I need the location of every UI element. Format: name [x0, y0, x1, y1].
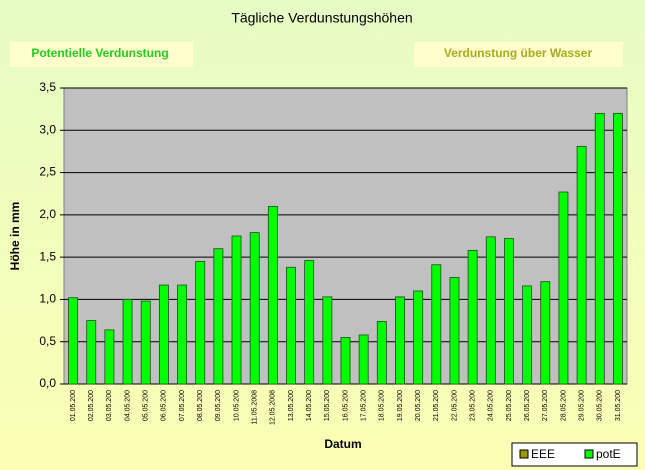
bar — [413, 290, 424, 385]
x-tick-label: 24.05.200 — [488, 390, 495, 421]
bar — [576, 145, 587, 385]
x-tick-label: 29.05.200 — [578, 390, 585, 421]
legend-swatch — [584, 449, 594, 459]
y-tick-label: 2,0 — [39, 207, 56, 221]
bar — [158, 284, 169, 385]
bar — [177, 284, 187, 385]
bar — [104, 329, 115, 385]
bar — [86, 320, 97, 385]
y-tick-label: 0,5 — [39, 334, 56, 348]
x-tick-label: 17.05.200 — [361, 390, 368, 421]
bar — [485, 236, 496, 385]
bar — [376, 321, 387, 385]
bar — [431, 264, 442, 385]
x-tick-label: 23.05.200 — [469, 390, 476, 421]
x-tick-label: 25.05.200 — [506, 390, 513, 421]
x-tick-label: 30.05.200 — [597, 390, 604, 421]
x-tick-label: 27.05.200 — [542, 390, 549, 421]
x-tick-label: 19.05.200 — [397, 390, 404, 421]
legend-swatch — [519, 449, 529, 459]
x-tick-label: 28.05.200 — [560, 390, 567, 421]
bar — [304, 260, 315, 385]
y-tick-label: 2,5 — [39, 165, 56, 179]
y-tick-label: 3,5 — [39, 80, 56, 94]
plot-area — [63, 87, 628, 385]
x-tick-label: 31.05.200 — [615, 390, 622, 421]
legend — [511, 442, 638, 467]
x-tick-label: 15.05.200 — [324, 390, 331, 421]
x-tick-label: 22.05.200 — [451, 390, 458, 421]
x-tick-label: 14.05.200 — [306, 390, 313, 421]
bar — [449, 277, 460, 385]
bar — [467, 249, 478, 385]
x-tick-label: 03.05.200 — [106, 390, 113, 421]
bar — [231, 235, 242, 385]
legend-label: potE — [596, 447, 621, 461]
x-tick-label: 07.05.200 — [179, 390, 186, 421]
annotation-box — [10, 42, 193, 67]
bar — [286, 266, 296, 385]
x-tick-label: 26.05.200 — [524, 390, 531, 421]
x-axis-label: Datum — [324, 437, 361, 451]
x-tick-label: 06.05.200 — [161, 390, 168, 421]
x-tick-label: 08.05.200 — [197, 390, 204, 421]
bar — [122, 299, 133, 385]
bar — [322, 296, 333, 385]
bar — [213, 248, 224, 385]
x-tick-label: 04.05.200 — [124, 390, 131, 421]
bar — [267, 205, 278, 385]
bar — [195, 260, 206, 385]
y-tick-label: 1,5 — [39, 249, 56, 263]
y-tick-label: 1,0 — [39, 292, 56, 306]
bar — [340, 337, 351, 385]
x-tick-label: 16.05.200 — [342, 390, 349, 421]
annotation-box — [414, 42, 623, 67]
y-tick-label: 0,0 — [39, 376, 56, 390]
x-tick-label: 12.05.2008 — [270, 390, 277, 425]
x-tick-label: 05.05.200 — [143, 390, 150, 421]
bar — [540, 281, 551, 385]
y-tick-label: 3,0 — [39, 122, 56, 136]
x-tick-label: 18.05.200 — [379, 390, 386, 421]
bar — [68, 297, 79, 385]
legend-label: EEE — [531, 447, 555, 461]
bar — [594, 112, 605, 385]
bar — [358, 334, 369, 385]
annotation: Verdunstung über Wasser — [444, 46, 593, 60]
x-tick-label: 10.05.200 — [233, 390, 240, 421]
x-tick-label: 01.05.200 — [70, 390, 77, 421]
annotation: Potentielle Verdunstung — [31, 46, 168, 60]
bar — [558, 191, 569, 385]
x-tick-label: 09.05.200 — [215, 390, 222, 421]
bar — [395, 296, 405, 385]
x-tick-label: 20.05.200 — [415, 390, 422, 421]
bar — [249, 232, 260, 385]
x-tick-label: 11.05.2008 — [252, 390, 259, 425]
x-tick-label: 02.05.200 — [88, 390, 95, 421]
bar — [612, 112, 623, 385]
bar — [504, 238, 514, 385]
x-tick-label: 21.05.200 — [433, 390, 440, 421]
bar — [140, 300, 151, 385]
x-tick-label: 13.05.200 — [288, 390, 295, 421]
y-axis-label: Höhe in mm — [8, 202, 22, 271]
chart-title: Tägliche Verdunstungshöhen — [231, 10, 412, 26]
bar — [522, 285, 533, 385]
